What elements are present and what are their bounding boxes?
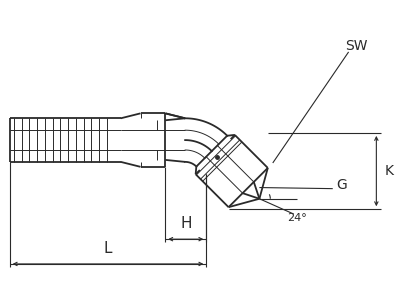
Text: SW: SW bbox=[345, 39, 368, 53]
Text: K: K bbox=[384, 164, 393, 178]
Text: G: G bbox=[337, 178, 348, 192]
Text: 24°: 24° bbox=[287, 213, 307, 223]
Text: H: H bbox=[180, 216, 192, 231]
Text: L: L bbox=[104, 241, 112, 256]
